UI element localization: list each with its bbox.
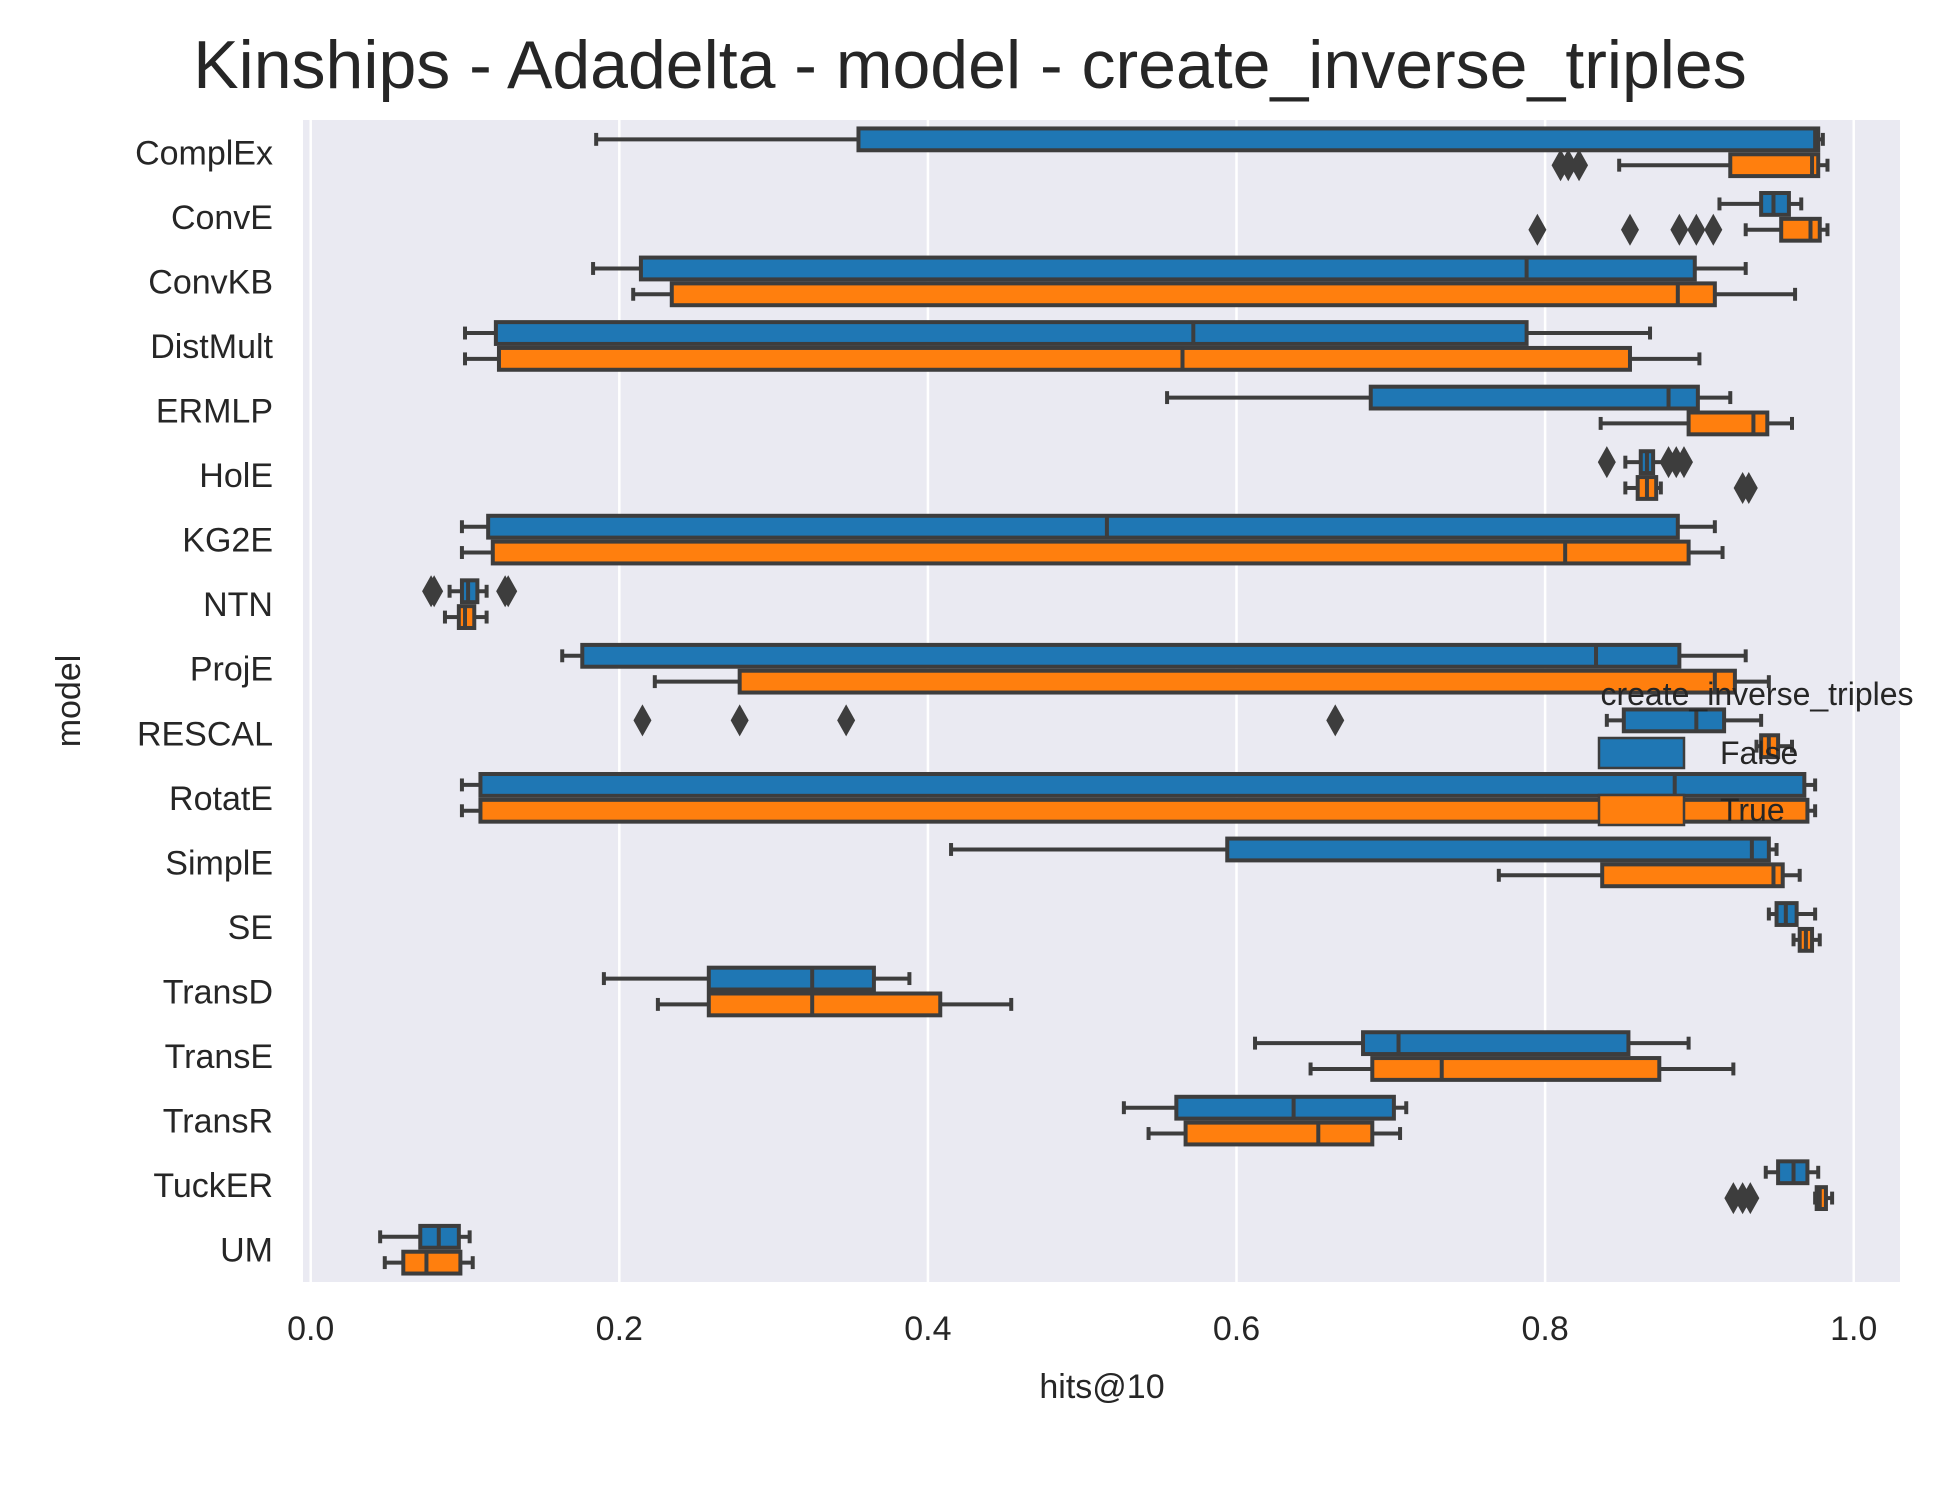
y-tick-label: ConvE xyxy=(171,199,273,237)
y-axis-label: model xyxy=(50,655,88,748)
outlier-point xyxy=(499,575,518,608)
outlier-point xyxy=(1674,446,1693,479)
y-tick-label: RotatE xyxy=(169,780,273,818)
legend-swatch-true xyxy=(1597,793,1686,827)
box xyxy=(496,345,1632,372)
outlier-point xyxy=(730,704,749,737)
x-tick-label: 0.6 xyxy=(1213,1310,1260,1348)
outlier-point xyxy=(1741,1182,1760,1215)
y-tick-label: SimplE xyxy=(165,844,273,882)
y-tick-label: RESCAL xyxy=(137,715,273,753)
y-tick-label: DistMult xyxy=(150,328,273,366)
y-tick-label: SE xyxy=(228,909,273,947)
x-tick-label: 1.0 xyxy=(1830,1310,1877,1348)
x-axis-label: hits@10 xyxy=(1039,1368,1164,1406)
box xyxy=(1779,216,1822,243)
outlier-point xyxy=(425,575,444,608)
y-tick-label: ERMLP xyxy=(156,393,273,431)
x-tick-label: 0.8 xyxy=(1521,1310,1568,1348)
box xyxy=(638,255,1697,282)
box xyxy=(1728,152,1821,179)
outlier-point xyxy=(837,704,856,737)
y-tick-label: TransD xyxy=(163,974,273,1012)
x-tick-label: 0.2 xyxy=(596,1310,643,1348)
box xyxy=(1370,1056,1662,1082)
box xyxy=(490,539,1691,566)
box xyxy=(401,1249,463,1276)
box xyxy=(669,281,1717,308)
box xyxy=(1361,1030,1631,1057)
chart-title: Kinships - Adadelta - model - create_inv… xyxy=(193,27,1746,103)
legend: create_inverse_triples False True xyxy=(1597,676,1914,828)
y-tick-label: ProjE xyxy=(190,651,273,689)
outlier-point xyxy=(1704,213,1723,246)
box xyxy=(486,513,1680,540)
y-tick-labels: ComplEx ConvE ConvKB DistMult ERMLP HolE KG2E N… xyxy=(135,134,273,1269)
box xyxy=(1174,1094,1396,1121)
y-tick-label: UM xyxy=(220,1232,273,1270)
y-tick-label: NTN xyxy=(203,586,273,624)
box xyxy=(1368,384,1700,411)
box xyxy=(706,965,876,992)
grid-lines xyxy=(309,120,1855,1282)
box xyxy=(856,126,1821,153)
x-tick-label: 0.4 xyxy=(904,1310,951,1348)
x-tick-label: 0.0 xyxy=(287,1310,334,1348)
legend-title: create_inverse_triples xyxy=(1600,676,1913,712)
box xyxy=(737,668,1737,695)
outlier-point xyxy=(633,704,652,737)
outlier-point xyxy=(1570,149,1589,182)
outlier-point xyxy=(1739,471,1758,504)
box xyxy=(1621,707,1727,734)
outlier-point xyxy=(1724,1182,1743,1215)
legend-label-false: False xyxy=(1720,735,1798,771)
y-tick-label: ConvKB xyxy=(148,263,273,301)
x-tick-labels: 0.0 0.2 0.4 0.6 0.8 1.0 xyxy=(287,1310,1877,1348)
outlier-point xyxy=(1326,704,1345,737)
outlier-point xyxy=(1670,213,1689,246)
box xyxy=(478,772,1807,798)
outlier-point xyxy=(1528,213,1547,246)
y-tick-label: HolE xyxy=(199,457,273,495)
box xyxy=(478,797,1810,824)
box xyxy=(1183,1120,1375,1147)
outlier-point xyxy=(1620,213,1639,246)
box xyxy=(1686,410,1770,437)
legend-label-true: True xyxy=(1720,792,1785,828)
outlier-point xyxy=(1687,213,1706,246)
y-tick-label: TransR xyxy=(163,1103,273,1141)
outlier-point xyxy=(1559,149,1578,182)
y-tick-label: ComplEx xyxy=(135,134,273,172)
box-series xyxy=(378,126,1835,1276)
y-tick-label: KG2E xyxy=(182,522,273,560)
box xyxy=(1225,836,1771,863)
box xyxy=(706,991,943,1018)
box xyxy=(580,642,1682,669)
box xyxy=(493,320,1529,346)
y-tick-label: TransE xyxy=(165,1038,273,1076)
plot-area xyxy=(303,120,1900,1282)
outlier-point xyxy=(1597,446,1616,479)
legend-swatch-false xyxy=(1597,736,1686,770)
box xyxy=(1600,862,1785,889)
y-tick-label: TuckER xyxy=(153,1167,273,1205)
